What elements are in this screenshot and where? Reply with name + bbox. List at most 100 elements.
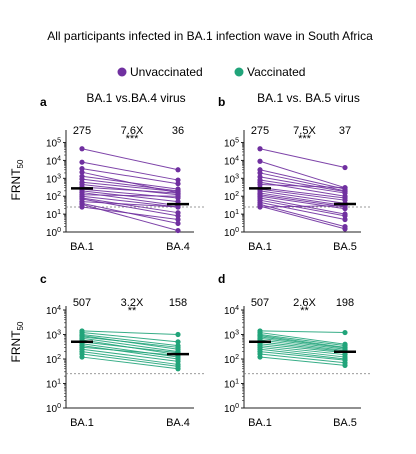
pair-line	[259, 190, 346, 204]
legend-marker-unvaccinated	[117, 67, 127, 77]
y-tick-base: 10	[46, 331, 58, 342]
panel-letter: d	[218, 272, 225, 286]
svg-text:FRNT50: FRNT50	[9, 321, 25, 362]
pair-line	[81, 334, 179, 347]
pair-line	[259, 343, 346, 354]
pair-line	[259, 203, 346, 228]
annotation-geomean-right: 198	[336, 297, 354, 309]
pair-line	[259, 184, 346, 189]
data-point	[175, 193, 181, 199]
legend-label-unvaccinated: Unvaccinated	[130, 65, 203, 79]
x-category-label: BA.5	[333, 241, 357, 253]
pair-line	[81, 351, 179, 365]
y-tick-label: 103	[224, 330, 239, 342]
pair-line	[259, 353, 346, 364]
y-tick-base: 10	[46, 404, 58, 415]
pair-line	[81, 348, 179, 362]
annotation-geomean-left: 275	[73, 125, 91, 137]
y-tick-label: 100	[46, 227, 61, 239]
data-point	[342, 226, 348, 232]
pair-line	[81, 175, 179, 190]
pair-line	[259, 341, 346, 353]
y-tick-base: 10	[224, 139, 236, 150]
panel-b: b BA.1 vs. BA.5 virus100101102103104105BA…	[218, 91, 371, 253]
y-tick-label: 101	[46, 379, 61, 391]
data-point	[342, 164, 348, 171]
pair-line	[81, 178, 179, 192]
annotation-fold-change: 7.5X	[293, 125, 316, 137]
pair-line	[81, 356, 179, 370]
pair-line	[259, 332, 346, 345]
y-tick-exponent: 1	[57, 209, 61, 216]
y-tick-base: 10	[46, 210, 58, 221]
pair-line	[81, 206, 179, 220]
y-tick-exponent: 4	[235, 305, 239, 312]
y-tick-label: 102	[46, 354, 61, 366]
data-point	[257, 204, 263, 210]
annotation-fold-change: 2.6X	[293, 297, 316, 309]
y-label-sub: 50	[16, 321, 25, 330]
data-point	[342, 216, 348, 223]
data-point	[342, 213, 348, 219]
pair-line	[259, 339, 346, 352]
y-label-sub: 50	[16, 159, 25, 168]
y-tick-label: 105	[46, 138, 61, 150]
pair-line	[81, 337, 179, 353]
y-tick-label: 105	[224, 138, 239, 150]
pair-line	[259, 172, 346, 192]
y-tick-label: 104	[224, 155, 239, 167]
data-point	[257, 170, 263, 176]
pair-line	[81, 332, 179, 343]
data-point	[79, 354, 85, 360]
y-tick-label: 101	[224, 209, 239, 221]
y-tick-base: 10	[224, 228, 236, 239]
y-tick-base: 10	[46, 139, 58, 150]
pair-line	[259, 199, 346, 217]
pair-line	[81, 346, 179, 356]
y-tick-base: 10	[224, 380, 236, 391]
y-tick-exponent: 2	[57, 191, 61, 198]
y-tick-base: 10	[224, 355, 236, 366]
data-point	[175, 220, 181, 227]
x-category-label: BA.4	[166, 417, 190, 429]
data-point	[175, 167, 181, 173]
y-tick-label: 102	[224, 354, 239, 366]
annotation-geomean-left: 507	[251, 297, 269, 309]
annotation-fold-change: 7.6X	[121, 125, 144, 137]
data-point	[175, 204, 181, 210]
y-tick-base: 10	[46, 380, 58, 391]
pair-line	[81, 330, 179, 335]
y-tick-label: 103	[46, 173, 61, 185]
y-tick-label: 102	[46, 191, 61, 203]
y-tick-label: 101	[224, 379, 239, 391]
annotation-geomean-left: 507	[73, 297, 91, 309]
pair-line	[81, 201, 179, 208]
legend-marker-vaccinated	[234, 67, 244, 77]
data-point	[342, 329, 348, 336]
y-tick-base: 10	[46, 228, 58, 239]
panels: a BA.1 vs.BA.4 virus100101102103104105BA.…	[40, 91, 371, 429]
y-tick-base: 10	[224, 306, 236, 317]
pair-line	[259, 148, 346, 169]
pair-line	[81, 336, 179, 348]
y-tick-exponent: 0	[57, 227, 61, 234]
annotation-fold-change: 3.2X	[121, 297, 144, 309]
y-axis-label-bottom: FRNT50	[9, 321, 25, 362]
y-tick-exponent: 4	[57, 155, 61, 162]
pair-line	[259, 356, 346, 366]
pair-line	[259, 194, 346, 208]
x-category-label: BA.1	[248, 417, 272, 429]
data-point	[175, 339, 181, 345]
data-point	[175, 366, 181, 372]
data-point	[175, 181, 181, 187]
y-tick-base: 10	[224, 156, 236, 167]
y-tick-base: 10	[46, 156, 58, 167]
data-point	[79, 146, 85, 152]
y-label-main: FRNT	[9, 330, 23, 363]
y-tick-exponent: 4	[57, 305, 61, 312]
y-tick-base: 10	[224, 192, 236, 203]
y-tick-exponent: 3	[57, 330, 61, 337]
y-tick-base: 10	[46, 306, 58, 317]
